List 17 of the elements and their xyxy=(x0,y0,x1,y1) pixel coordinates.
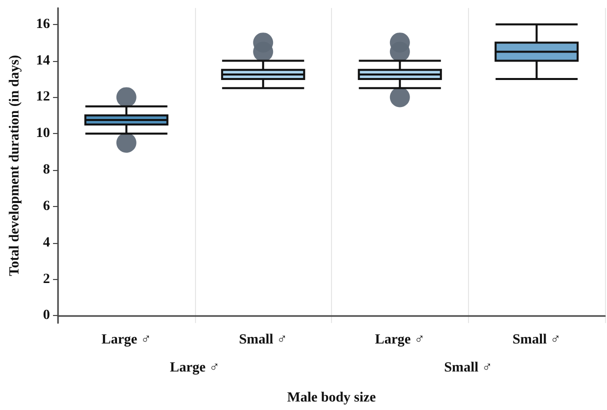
y-tick-label: 16 xyxy=(36,16,50,32)
y-tick-label: 12 xyxy=(36,90,50,105)
x-axis-title: Male body size xyxy=(287,390,376,406)
text: Small ♂ xyxy=(444,360,492,376)
y-tick-label: 6 xyxy=(43,198,50,214)
text: Large ♂ xyxy=(170,360,220,376)
y-tick-label: 2 xyxy=(43,272,50,287)
y-tick-label: 8 xyxy=(43,162,50,178)
x-tick-label: Large ♂ xyxy=(101,332,152,348)
x-tick-label: Large ♂ xyxy=(374,332,425,348)
y-tick-label: 10 xyxy=(36,126,50,142)
x-tick-label: Small ♂ xyxy=(512,332,561,348)
y-axis-title: Total development duration (in days) xyxy=(8,54,22,276)
y-tick-label: 0 xyxy=(43,308,50,324)
x-tick-label: Small ♂ xyxy=(239,332,288,348)
y-tick-label: 4 xyxy=(43,235,50,250)
y-tick-label: 14 xyxy=(36,53,50,68)
